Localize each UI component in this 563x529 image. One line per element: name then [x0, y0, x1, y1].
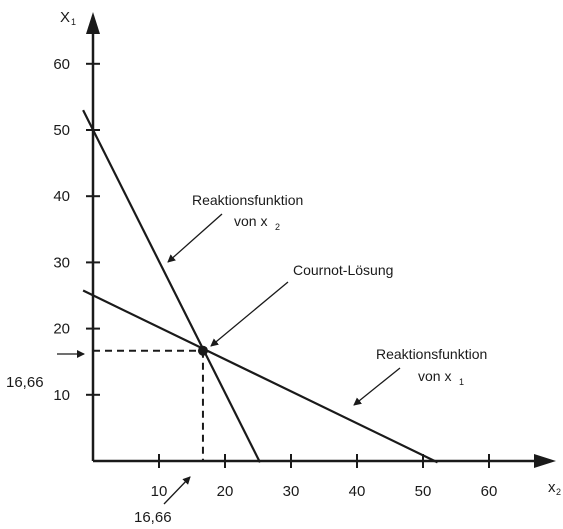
- y-tick-label: 60: [53, 56, 70, 73]
- y-axis-label: X: [60, 9, 70, 26]
- reaction-x1-label-line2: von x: [418, 368, 451, 384]
- cournot-pointer: [210, 281, 289, 347]
- reaction-x2-label-line1: Reaktionsfunktion: [192, 192, 303, 208]
- reaction-x2-label-sub: 2: [275, 222, 280, 232]
- x-tick-label: 40: [349, 483, 366, 500]
- reaction-x1-label-line1: Reaktionsfunktion: [376, 346, 487, 362]
- x-tick-label: 10: [151, 483, 168, 500]
- y-tick-label: 20: [53, 321, 70, 338]
- x-ticks: 10 20 30 40 50 60: [151, 454, 498, 500]
- equilibrium-marks: [93, 345, 208, 461]
- reaction-x2-label-line2: von x: [234, 213, 267, 229]
- cournot-equilibrium-point: [197, 345, 208, 356]
- x-tick-label: 60: [481, 483, 498, 500]
- x-tick-label: 50: [415, 483, 432, 500]
- x-axis-arrow: [534, 454, 556, 468]
- y-tick-label: 50: [53, 122, 70, 139]
- reaction-lines: [82, 109, 438, 464]
- axes: [86, 12, 556, 468]
- x-tick-label: 30: [283, 483, 300, 500]
- x-tick-label: 20: [217, 483, 234, 500]
- x-axis-label-sub: 2: [556, 487, 561, 497]
- x-value-label: 16,66: [134, 509, 172, 526]
- y-tick-label: 10: [53, 387, 70, 404]
- y-ticks: 10 20 30 40 50 60: [53, 56, 100, 404]
- y-axis-label-sub: 1: [71, 17, 76, 27]
- y-axis-arrow: [86, 12, 100, 34]
- reaction-function-x1-line: [82, 289, 438, 464]
- y-value-label: 16,66: [6, 374, 44, 391]
- y-tick-label: 40: [53, 188, 70, 205]
- x-axis-label: x: [548, 479, 556, 496]
- x-value-pointer: [163, 476, 191, 505]
- reaction-x1-label-sub: 1: [459, 377, 464, 387]
- reaction-x1-pointer: [353, 367, 401, 406]
- cournot-label: Cournot-Lösung: [293, 262, 393, 278]
- y-tick-label: 30: [53, 254, 70, 271]
- reaction-function-x2-line: [82, 109, 261, 463]
- reaction-x2-pointer: [167, 213, 223, 263]
